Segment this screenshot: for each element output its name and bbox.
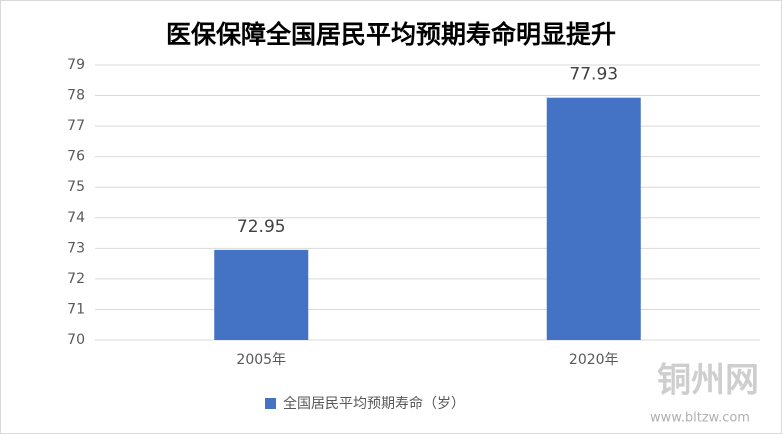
bar xyxy=(214,249,309,340)
x-tick-label: 2005年 xyxy=(236,352,286,368)
bar xyxy=(546,97,641,340)
y-tick-label: 76 xyxy=(67,149,85,165)
x-tick-label: 2020年 xyxy=(569,352,619,368)
chart-title: 医保保障全国居民平均预期寿命明显提升 xyxy=(166,20,616,49)
legend-swatch xyxy=(265,398,276,409)
watermark-name: 铜州网 xyxy=(657,361,759,401)
data-label: 77.93 xyxy=(569,65,618,85)
data-label: 72.95 xyxy=(237,217,286,237)
y-tick-label: 72 xyxy=(67,271,85,287)
y-tick-label: 75 xyxy=(67,179,85,195)
y-tick-label: 70 xyxy=(67,332,85,348)
y-tick-label: 79 xyxy=(67,57,85,73)
y-tick-label: 73 xyxy=(67,240,85,256)
y-tick-label: 74 xyxy=(67,210,85,226)
watermark-url: www.bltzw.com xyxy=(650,411,750,426)
y-tick-label: 77 xyxy=(67,118,85,134)
y-tick-label: 78 xyxy=(67,88,85,104)
legend-label: 全国居民平均预期寿命（岁） xyxy=(283,395,465,412)
y-tick-label: 71 xyxy=(67,301,85,317)
